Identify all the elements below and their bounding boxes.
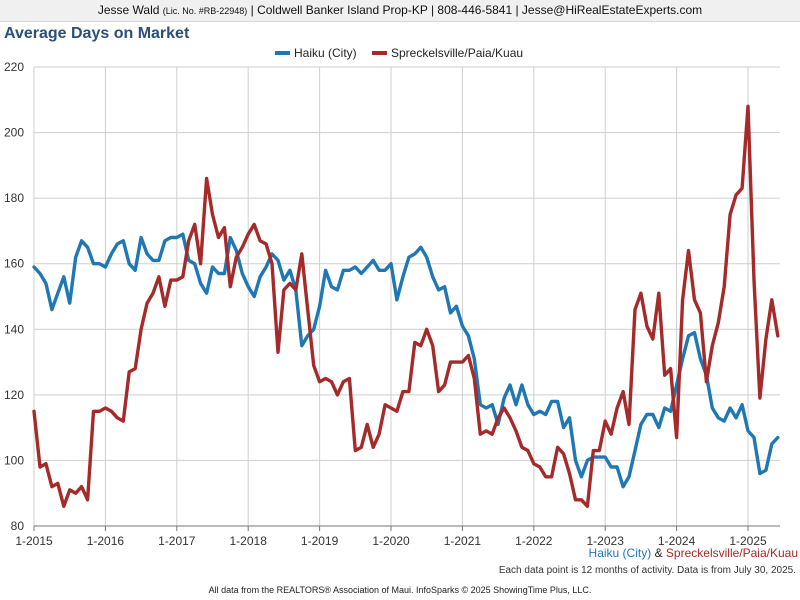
x-tick-label: 1-2024 bbox=[658, 534, 696, 548]
y-tick-label: 220 bbox=[4, 60, 24, 74]
x-tick-label: 1-2018 bbox=[230, 534, 268, 548]
y-tick-label: 180 bbox=[4, 191, 24, 205]
agent-info-bar: Jesse Wald (Lic. No. #RB-22948) | Coldwe… bbox=[0, 0, 800, 22]
x-tick-label: 1-2019 bbox=[301, 534, 339, 548]
legend-label-spreckelsville: Spreckelsville/Paia/Kuau bbox=[391, 46, 523, 60]
y-tick-label: 120 bbox=[4, 388, 24, 402]
agent-name: Jesse Wald bbox=[97, 3, 160, 17]
y-tick-label: 80 bbox=[11, 519, 25, 533]
legend-label-haiku: Haiku (City) bbox=[294, 46, 357, 60]
x-tick-label: 1-2015 bbox=[15, 534, 53, 548]
y-tick-label: 100 bbox=[4, 453, 24, 467]
footer-legend: Haiku (City) & Spreckelsville/Paia/Kuau bbox=[589, 546, 798, 560]
footer-legend-haiku: Haiku (City) bbox=[588, 546, 652, 560]
x-tick-label: 1-2016 bbox=[87, 534, 125, 548]
series-line-haiku bbox=[32, 232, 780, 489]
y-tick-label: 160 bbox=[4, 257, 24, 271]
footer-legend-spreckelsville: Spreckelsville/Paia/Kuau bbox=[665, 546, 798, 560]
x-tick-label: 1-2021 bbox=[444, 534, 482, 548]
footer-legend-amp: & bbox=[654, 546, 663, 560]
x-tick-label: 1-2017 bbox=[158, 534, 196, 548]
x-tick-label: 1-2023 bbox=[587, 534, 625, 548]
agent-license: (Lic. No. #RB-22948) bbox=[162, 6, 248, 16]
x-tick-label: 1-2022 bbox=[515, 534, 553, 548]
data-note: Each data point is 12 months of activity… bbox=[498, 565, 796, 576]
agent-contact: | Coldwell Banker Island Prop-KP | 808-4… bbox=[250, 3, 703, 17]
chart-title: Average Days on Market bbox=[4, 25, 190, 42]
data-credit: All data from the REALTORS® Association … bbox=[208, 585, 592, 595]
series-line-spreckelsville bbox=[32, 104, 780, 508]
y-tick-label: 140 bbox=[4, 322, 24, 336]
x-tick-label: 1-2020 bbox=[372, 534, 410, 548]
y-tick-label: 200 bbox=[4, 126, 24, 140]
x-tick-label: 1-2025 bbox=[729, 534, 767, 548]
